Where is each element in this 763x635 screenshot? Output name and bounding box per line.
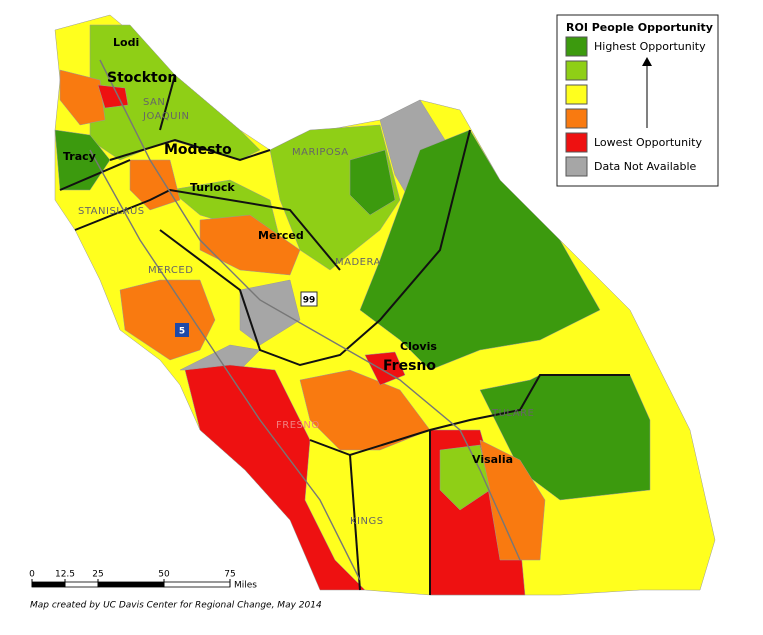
highway-label: 5 [179,327,185,337]
legend-label: Data Not Available [594,160,697,173]
legend-swatch [565,108,588,129]
legend-title: ROI People Opportunity [566,21,713,34]
city-label: Fresno [383,358,436,374]
highways: 99 5 [89,59,521,581]
legend-swatch [565,132,588,153]
city-label: Clovis [400,340,437,353]
legend-swatch [565,84,588,105]
county-label: MERCED [148,265,193,276]
city-label: Tracy [63,150,96,163]
legend-arrow-head [642,57,652,66]
legend-swatch [565,60,588,81]
county-label: STANISLAUS [78,206,145,217]
labels: Lodi Stockton SAN JOAQUIN Tracy Modesto … [63,36,534,527]
scale-label: 50 [158,570,170,580]
legend-swatch [565,36,588,57]
city-label: Visalia [472,453,513,466]
county-label: FRESNO [276,420,320,431]
scale-label: 0 [29,570,35,580]
highway-label: 99 [303,296,316,306]
legend-label: Lowest Opportunity [594,136,702,149]
scale-segment [31,581,66,588]
city-label: Lodi [113,36,139,49]
scale-segment [163,581,231,588]
legend: ROI People Opportunity Highest Opportuni… [556,14,719,187]
county-label: KINGS [350,516,384,527]
scale-segment [97,581,165,588]
credit: Map created by UC Davis Center for Regio… [30,601,322,611]
county-boundaries [59,74,630,595]
scale-unit: Miles [234,581,257,591]
scale-label: 25 [92,570,103,580]
scale-segment [64,581,99,588]
county-label: MADERA [335,257,381,268]
county-label: JOAQUIN [142,111,189,122]
legend-swatch [565,156,588,177]
city-label: Stockton [107,70,177,86]
city-label: Modesto [164,142,232,158]
legend-label: Highest Opportunity [594,40,706,53]
city-label: Turlock [190,181,235,194]
scale-label: 75 [224,570,235,580]
regions [54,14,716,596]
county-label: MARIPOSA [292,147,349,158]
scale-label: 12.5 [55,570,75,580]
city-label: Merced [258,229,304,242]
county-label: TULARE [491,408,534,419]
county-label: SAN [143,97,165,108]
